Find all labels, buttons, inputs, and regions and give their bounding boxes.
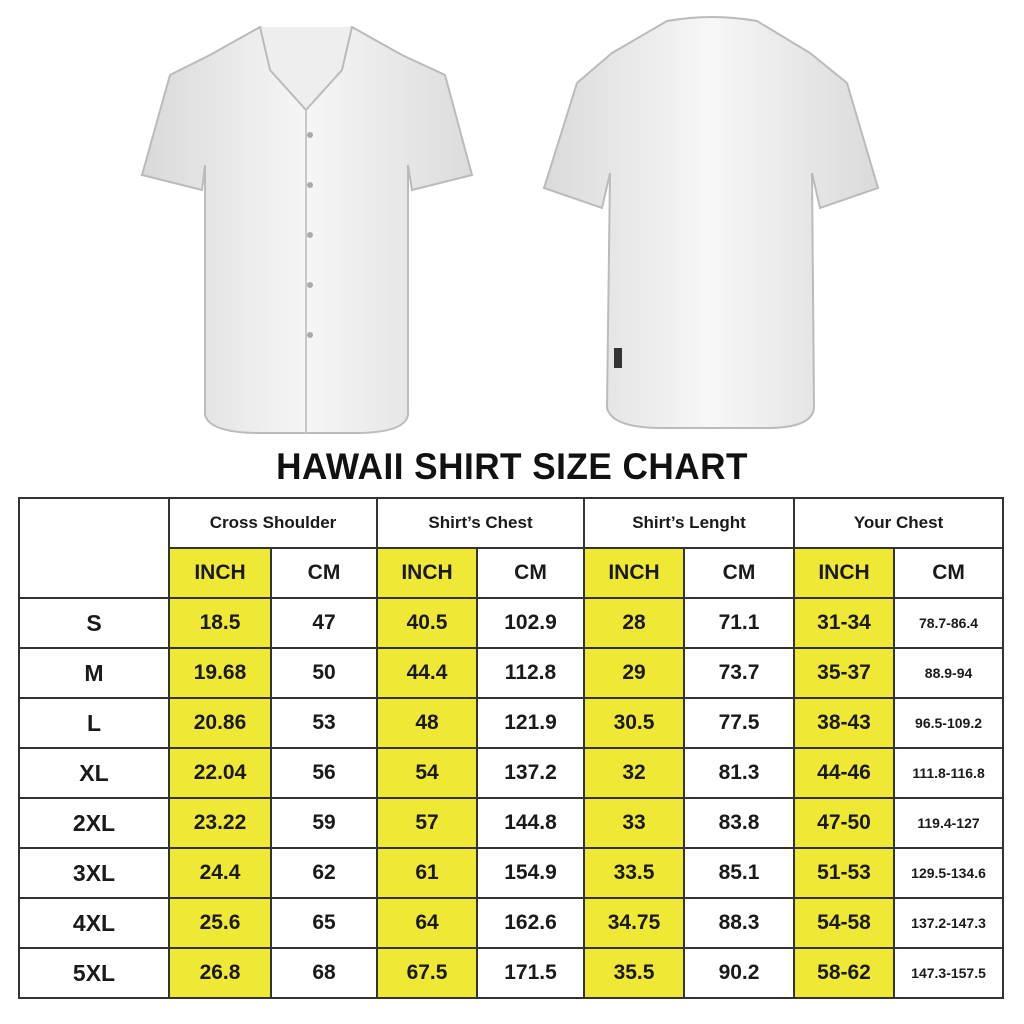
table-cell: 33.5 [583,847,686,899]
group-header-row: Cross Shoulder Shirt’s Chest Shirt’s Len… [18,497,1005,599]
table-cell: 48 [376,697,478,749]
table-cell: 30.5 [583,697,686,749]
table-cell: 88.3 [683,897,796,949]
size-label: 4XL [18,897,170,949]
table-row: S 18.5 47 40.5 102.9 28 71.1 31-34 78.7-86.4 [18,597,1005,649]
unit-header: INCH [376,547,478,599]
table-cell: 35.5 [583,947,686,999]
table-cell: 44-46 [793,747,896,799]
size-label: M [18,647,170,699]
table-cell: 20.86 [168,697,272,749]
table-cell: 47-50 [793,797,896,849]
table-cell: 96.5-109.2 [893,697,1005,749]
table-cell: 54 [376,747,478,799]
table-cell: 35-37 [793,647,896,699]
table-cell: 40.5 [376,597,478,649]
size-label: 5XL [18,947,170,999]
unit-header: CM [893,547,1005,599]
table-cell: 47 [270,597,378,649]
table-cell: 18.5 [168,597,272,649]
table-cell: 68 [270,947,378,999]
table-cell: 77.5 [683,697,796,749]
table-cell: 56 [270,747,378,799]
table-cell: 85.1 [683,847,796,899]
table-row: M 19.68 50 44.4 112.8 29 73.7 35-37 88.9-94 [18,647,1005,699]
size-label: 3XL [18,847,170,899]
unit-header: CM [683,547,796,599]
table-cell: 144.8 [475,797,586,849]
unit-header: CM [475,547,586,599]
table-cell: 19.68 [168,647,272,699]
table-cell: 32 [583,747,686,799]
table-row: 3XL 24.4 62 61 154.9 33.5 85.1 51-53 129.5-134.6 [18,847,1005,899]
table-cell: 54-58 [793,897,896,949]
table-cell: 67.5 [376,947,478,999]
corner-cell [18,497,170,599]
table-cell: 59 [270,797,378,849]
unit-header: INCH [793,547,896,599]
table-cell: 44.4 [376,647,478,699]
unit-header: INCH [583,547,686,599]
table-cell: 24.4 [168,847,272,899]
table-cell: 111.8-116.8 [893,747,1005,799]
table-row: XL 22.04 56 54 137.2 32 81.3 44-46 111.8-116.8 [18,747,1005,799]
table-cell: 71.1 [683,597,796,649]
table-cell: 147.3-157.5 [893,947,1005,999]
shirt-front-image [140,25,474,434]
table-cell: 53 [270,697,378,749]
shirt-back-image [542,16,880,429]
chart-title: HAWAII SHIRT SIZE CHART [276,446,748,487]
table-cell: 90.2 [683,947,796,999]
size-label: S [18,597,170,649]
table-cell: 31-34 [793,597,896,649]
table-cell: 64 [376,897,478,949]
table-cell: 51-53 [793,847,896,899]
table-cell: 119.4-127 [893,797,1005,849]
table-cell: 83.8 [683,797,796,849]
table-cell: 22.04 [168,747,272,799]
table-cell: 38-43 [793,697,896,749]
table-cell: 73.7 [683,647,796,699]
table-row: 2XL 23.22 59 57 144.8 33 83.8 47-50 119.4-127 [18,797,1005,849]
table-cell: 78.7-86.4 [893,597,1005,649]
table-cell: 171.5 [475,947,586,999]
table-row: 5XL 26.8 68 67.5 171.5 35.5 90.2 58-62 147.3-157… [18,947,1005,999]
table-cell: 62 [270,847,378,899]
unit-header-row: INCH CM INCH CM INCH CM INCH CM [19,547,1005,599]
table-cell: 154.9 [475,847,586,899]
size-label: XL [18,747,170,799]
table-cell: 34.75 [583,897,686,949]
table-cell: 81.3 [683,747,796,799]
table-cell: 129.5-134.6 [893,847,1005,899]
table-cell: 137.2 [475,747,586,799]
group-header: Shirt’s Chest [375,497,586,549]
size-chart-table: Cross Shoulder Shirt’s Chest Shirt’s Len… [18,497,1005,999]
group-header: Cross Shoulder [168,497,378,549]
table-cell: 102.9 [475,597,586,649]
table-cell: 25.6 [168,897,272,949]
table-cell: 50 [270,647,378,699]
table-cell: 57 [376,797,478,849]
unit-header: CM [270,547,378,599]
table-cell: 137.2-147.3 [893,897,1005,949]
table-cell: 29 [583,647,686,699]
table-row: L 20.86 53 48 121.9 30.5 77.5 38-43 96.5-109.2 [18,697,1005,749]
table-cell: 61 [376,847,478,899]
size-label: L [18,697,170,749]
group-header: Shirt’s Lenght [583,497,796,549]
table-cell: 112.8 [475,647,586,699]
table-cell: 58-62 [793,947,896,999]
table-row: 4XL 25.6 65 64 162.6 34.75 88.3 54-58 137.2-147.… [18,897,1005,949]
table-cell: 23.22 [168,797,272,849]
table-cell: 65 [270,897,378,949]
table-cell: 26.8 [168,947,272,999]
size-label: 2XL [18,797,170,849]
table-cell: 33 [583,797,686,849]
group-header: Your Chest [793,497,1005,549]
unit-header: INCH [168,547,272,599]
table-cell: 121.9 [475,697,586,749]
table-cell: 88.9-94 [893,647,1005,699]
table-cell: 28 [583,597,686,649]
table-cell: 162.6 [475,897,586,949]
